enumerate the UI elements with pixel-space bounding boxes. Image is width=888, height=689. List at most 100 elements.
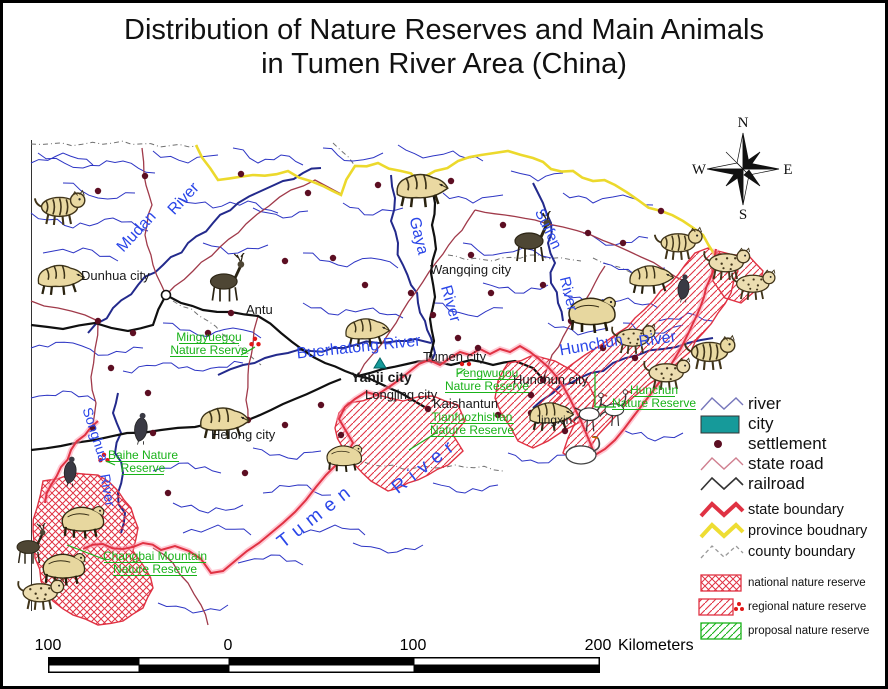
settlement-dot — [474, 344, 482, 352]
river-line — [177, 197, 279, 214]
scale-bar-segment — [139, 665, 229, 672]
river-line — [510, 170, 564, 182]
deer-icon — [209, 253, 247, 303]
state-road-line — [30, 300, 99, 322]
railroad-line — [357, 186, 438, 378]
river-line — [30, 212, 149, 232]
legend-item-railroad: railroad — [698, 474, 885, 494]
state-road-line — [152, 547, 209, 626]
river-line — [562, 192, 654, 206]
nature-reserve-label: Baihe Nature — [108, 448, 178, 462]
river-label: Gaya — [405, 215, 431, 256]
legend-item-regional: regional nature reserve — [698, 595, 885, 619]
city-label: Antu — [246, 302, 273, 317]
legend-item-national: national nature reserve — [698, 571, 885, 595]
compass-letter: W — [692, 162, 707, 178]
settlement-dot — [619, 239, 627, 247]
county-boundary-line — [30, 140, 199, 148]
scale-bar-segment — [49, 658, 139, 665]
city-legend-icon — [700, 415, 740, 434]
railroad-legend-icon — [700, 476, 744, 491]
settlement-dot — [89, 424, 97, 432]
river-line — [442, 192, 504, 204]
nature-reserve-label: Nature Rserve — [170, 343, 248, 357]
river-line — [482, 282, 549, 294]
settlement-dot — [149, 429, 157, 437]
state-road-line — [90, 320, 99, 431]
state-road-line — [165, 179, 342, 296]
state-boundary-line — [594, 248, 717, 456]
scale-label: 0 — [223, 637, 233, 654]
settlement-dot — [237, 170, 245, 178]
river-line — [547, 322, 609, 336]
scale-bar: 100 0 100 200 Kilometers — [3, 633, 885, 686]
legend-item-settlement: settlement — [698, 434, 885, 454]
river-line — [432, 482, 499, 494]
legend-label: province boudnary — [748, 522, 868, 539]
major-river-line — [217, 337, 432, 376]
reserve-leader-line — [408, 432, 437, 451]
settlement-dot — [631, 354, 639, 362]
settlement-dot — [429, 311, 437, 319]
railroad-line — [30, 293, 429, 410]
legend-item-road: state road — [698, 454, 885, 474]
river-line — [397, 144, 484, 162]
settlement-dot — [241, 469, 249, 477]
scale-bar-segment — [229, 665, 414, 672]
river-line — [30, 341, 144, 356]
legend-item-province: province boudnary — [698, 520, 885, 541]
legend-item-river: river — [698, 394, 885, 414]
legend-label: settlement — [748, 434, 827, 453]
reserve-leader-line — [594, 372, 616, 408]
river-label: Mudan — [114, 208, 160, 255]
scale-unit-label: Kilometers — [618, 637, 694, 654]
river-legend-icon — [700, 397, 744, 411]
major-river-line — [87, 167, 322, 334]
state-boundary-line — [82, 344, 596, 575]
river-line — [152, 150, 219, 164]
state-legend-icon — [699, 500, 745, 518]
river-line — [42, 247, 119, 262]
county-legend-icon — [700, 544, 744, 558]
river-line — [152, 462, 222, 474]
settlement-dot — [539, 376, 547, 384]
river-line — [322, 147, 384, 162]
city-label: Helong city — [211, 427, 276, 442]
scale-label: 100 — [34, 637, 62, 654]
map-canvas: MudanRiverGayaRiverSuifenRiverBuerhatong… — [15, 115, 793, 626]
page-title: Distribution of Nature Reserves and Main… — [3, 13, 885, 81]
tiger-icon — [33, 189, 86, 226]
settlement-dot — [499, 221, 507, 229]
legend-label: railroad — [748, 474, 805, 493]
badger-icon — [37, 264, 86, 297]
proposal-legend-icon — [700, 622, 742, 640]
settlement-dot — [454, 334, 462, 342]
river-label: River — [97, 473, 118, 508]
regional-legend-icon — [698, 598, 744, 616]
reserve-site-dots — [249, 336, 261, 347]
river-line — [62, 182, 136, 200]
settlement-dot — [304, 189, 312, 197]
settlement-dot — [487, 289, 495, 297]
settlement-dot — [94, 317, 102, 325]
river-line — [37, 152, 156, 174]
settlement-dot — [374, 181, 382, 189]
title-line-1: Distribution of Nature Reserves and Main… — [124, 14, 764, 46]
state-road-line — [357, 209, 476, 377]
river-line — [122, 360, 244, 374]
river-label: River — [638, 328, 678, 350]
river-line — [162, 322, 262, 339]
river-line — [30, 152, 94, 166]
legend-label: state boundary — [748, 501, 844, 518]
scale-bar-segment — [414, 665, 599, 672]
yanji-city-marker — [373, 357, 387, 369]
settlement-dot — [407, 289, 415, 297]
legend-label: city — [748, 414, 774, 433]
province-boundary-line — [194, 144, 717, 256]
state-boundary-line — [44, 420, 99, 504]
major-river-line — [389, 174, 437, 364]
settlement-dot — [337, 431, 345, 439]
nature-reserve-label: Nature Reserve — [430, 423, 514, 437]
legend-item-proposal: proposal nature reserve — [698, 619, 885, 643]
legend-item-city: city — [698, 414, 885, 434]
